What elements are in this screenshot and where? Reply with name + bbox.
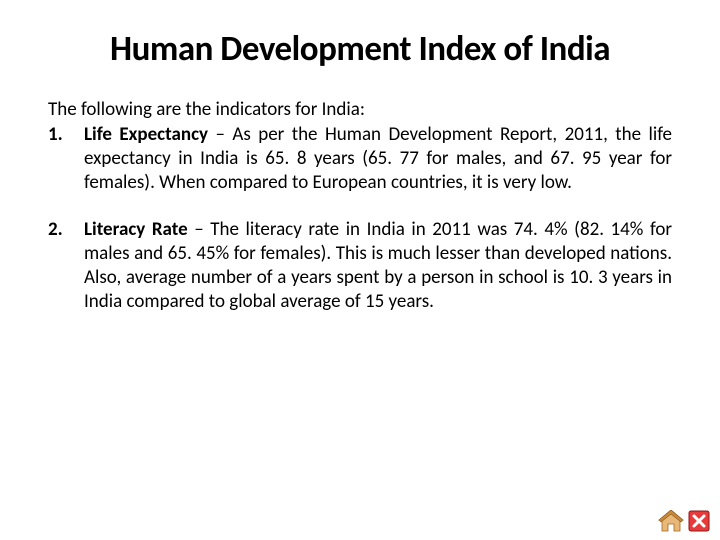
list-item: 1. Life Expectancy – As per the Human De…: [48, 123, 672, 194]
page-title: Human Development Index of India: [48, 28, 672, 70]
close-icon[interactable]: [688, 510, 710, 532]
nav-icons: [658, 510, 710, 532]
item-number: 1.: [48, 123, 63, 147]
item-number: 2.: [48, 218, 63, 242]
item-label: Literacy Rate: [84, 218, 188, 241]
item-sep: –: [188, 218, 211, 241]
item-label: Life Expectancy: [84, 123, 208, 146]
slide-content: Human Development Index of India The fol…: [0, 0, 720, 357]
item-sep: –: [208, 123, 232, 146]
list-item: 2. Literacy Rate – The literacy rate in …: [48, 218, 672, 313]
home-icon[interactable]: [658, 510, 684, 532]
intro-text: The following are the indicators for Ind…: [48, 98, 672, 121]
